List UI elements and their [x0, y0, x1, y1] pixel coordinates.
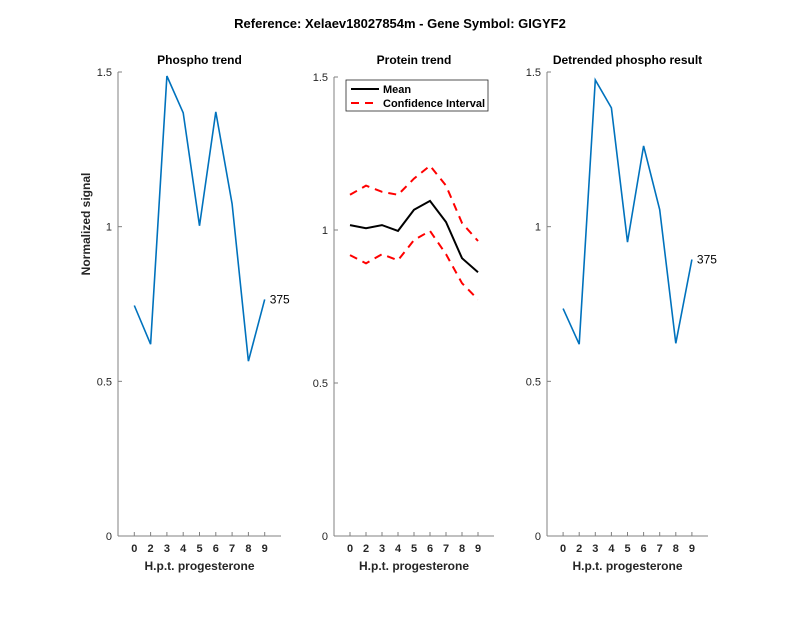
panel-1-y-tick-label: 1: [106, 222, 112, 234]
panel-1-y-tick-label: 0: [106, 531, 112, 543]
panel-3-x-tick-label: 4: [608, 543, 615, 555]
panel-3-y-tick-label: 0: [535, 531, 541, 543]
panel-2-y-tick-label: 0.5: [313, 378, 328, 390]
panel-3-x-tick-label: 9: [689, 543, 695, 555]
panel-1-x-tick-label: 5: [196, 543, 202, 555]
panel-3-x-tick-label: 8: [673, 543, 679, 555]
panel-1-series-phospho: [134, 76, 264, 361]
legend-ci-label: Confidence Interval: [383, 98, 485, 110]
panel-1-y-tick-label: 0.5: [97, 376, 112, 388]
panel-1-x-tick-label: 2: [148, 543, 154, 555]
panel-2-x-tick-label: 9: [475, 543, 481, 555]
panel-3-x-label: H.p.t. progesterone: [572, 559, 682, 573]
panel-1-x-label: H.p.t. progesterone: [144, 559, 254, 573]
panel-3-x-tick-label: 5: [624, 543, 630, 555]
panel-2-y-tick-label: 1: [322, 225, 328, 237]
panel-1-x-tick-label: 8: [245, 543, 251, 555]
panel-1-title: Phospho trend: [157, 53, 242, 67]
panel-3-title: Detrended phospho result: [553, 53, 702, 67]
panel-1-x-tick-label: 6: [213, 543, 219, 555]
panel-3-x-tick-label: 2: [576, 543, 582, 555]
panel-3-x-tick-label: 0: [560, 543, 566, 555]
panel-3-y-tick-label: 1.5: [526, 67, 541, 79]
panel-2-y-tick-label: 0: [322, 531, 328, 543]
panel-1-x-tick-label: 3: [164, 543, 170, 555]
panel-2-x-tick-label: 8: [459, 543, 465, 555]
panel-3-end-label: 375: [697, 252, 717, 266]
panel-1-x-tick-label: 9: [262, 543, 268, 555]
panel-2-x-tick-label: 2: [363, 543, 369, 555]
panel-3-series-detrended: [563, 80, 692, 344]
panel-2-x-tick-label: 5: [411, 543, 417, 555]
figure-title: Reference: Xelaev18027854m - Gene Symbol…: [234, 16, 566, 31]
panel-2-title: Protein trend: [377, 53, 452, 67]
legend-mean-label: Mean: [383, 84, 411, 96]
panel-1-x-tick-label: 7: [229, 543, 235, 555]
panel-3-x-tick-label: 7: [657, 543, 663, 555]
panel-3-x-tick-label: 6: [641, 543, 647, 555]
panel-2-x-tick-label: 4: [395, 543, 402, 555]
panel-2-x-tick-label: 7: [443, 543, 449, 555]
panel-3-y-tick-label: 0.5: [526, 376, 541, 388]
panel-2-x-label: H.p.t. progesterone: [359, 559, 469, 573]
panel-1-y-label: Normalized signal: [79, 173, 93, 276]
panel-2-x-tick-label: 6: [427, 543, 433, 555]
panel-1-y-tick-label: 1.5: [97, 67, 112, 79]
panel-1-x-tick-label: 4: [180, 543, 187, 555]
panel-3-y-tick-label: 1: [535, 222, 541, 234]
panel-3-x-tick-label: 3: [592, 543, 598, 555]
panel-2-x-tick-label: 3: [379, 543, 385, 555]
panel-2-y-tick-label: 1.5: [313, 72, 328, 84]
panel-1-x-tick-label: 0: [131, 543, 137, 555]
panel-2-series-confidence-interval-lower-: [350, 231, 478, 300]
panel-2-series-confidence-interval-upper-: [350, 166, 478, 241]
panel-2-x-tick-label: 0: [347, 543, 353, 555]
panel-1-end-label: 375: [270, 292, 290, 306]
